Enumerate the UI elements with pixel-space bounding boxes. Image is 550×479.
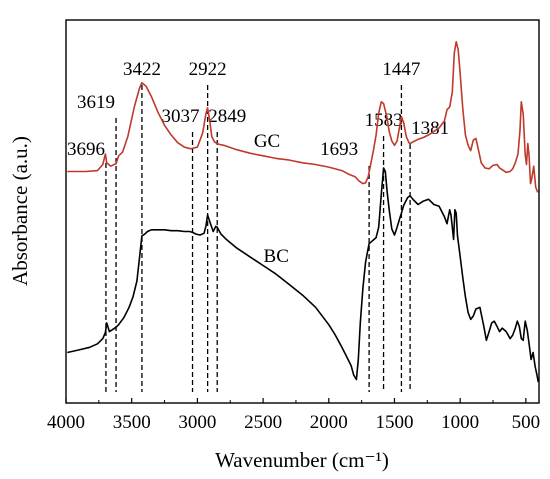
x-tick-label-1000: 1000 <box>441 412 479 433</box>
x-tick-label-4000: 4000 <box>47 412 85 433</box>
x-axis-title: Wavenumber (cm⁻¹) <box>215 448 389 472</box>
x-tick-label-1500: 1500 <box>375 412 413 433</box>
series-line-gc <box>67 41 539 193</box>
x-tick-label-500: 500 <box>512 412 541 433</box>
plot-frame <box>65 19 540 404</box>
peak-label-1693: 1693 <box>320 139 358 160</box>
peak-label-3422: 3422 <box>123 59 161 80</box>
x-tick-label-2500: 2500 <box>244 412 282 433</box>
peak-label-1447: 1447 <box>382 59 420 80</box>
x-tick-label-2000: 2000 <box>310 412 348 433</box>
peak-label-3037: 3037 <box>162 106 200 127</box>
series-label-bc: BC <box>264 246 289 267</box>
peak-label-1583: 1583 <box>365 110 403 131</box>
peak-label-3696: 3696 <box>67 139 105 160</box>
x-tick-label-3000: 3000 <box>178 412 216 433</box>
series-line-bc <box>67 167 540 383</box>
peak-lines-group: 3696 3619 3422 3037 2922 2849 1693 1583 1447 1381 <box>67 59 449 392</box>
peak-label-2922: 2922 <box>189 59 227 80</box>
peak-label-3619: 3619 <box>77 92 115 113</box>
x-tick-label-3500: 3500 <box>113 412 151 433</box>
series-group: GC BC <box>67 41 540 383</box>
x-axis-ticks: 4000 3500 3000 2500 2000 1500 1000 500 <box>47 398 540 433</box>
peak-label-2849: 2849 <box>208 106 246 127</box>
y-axis-title: Absorbance (a.u.) <box>8 136 32 286</box>
peak-label-1381: 1381 <box>411 118 449 139</box>
series-label-gc: GC <box>254 131 280 152</box>
